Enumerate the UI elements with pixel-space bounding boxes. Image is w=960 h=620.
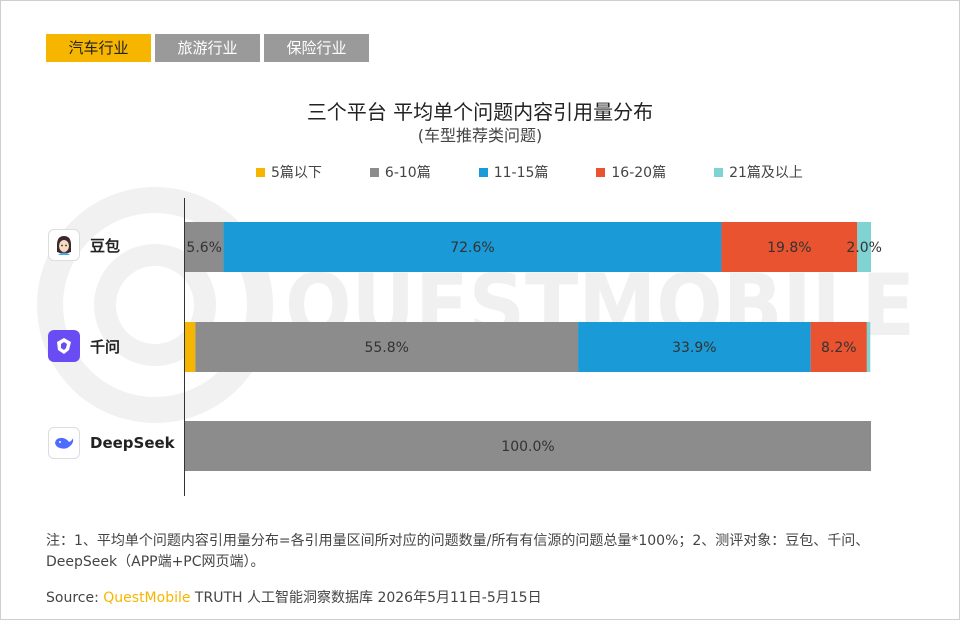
legend-item-6-10: 6-10篇 — [369, 162, 431, 182]
platform-qianwen: 千问 — [48, 330, 120, 362]
bar-segment — [223, 222, 722, 272]
bar-segment — [195, 322, 579, 372]
platform-doubao: 豆包 — [48, 229, 120, 261]
bar-segment — [185, 322, 196, 372]
tab-travel[interactable]: 旅游行业 — [155, 34, 260, 62]
platform-label: 千问 — [90, 337, 121, 356]
data-label: 100.0% — [501, 439, 554, 455]
source-brand: QuestMobile — [103, 590, 191, 606]
legend-item-11-15: 11-15篇 — [478, 162, 549, 182]
legend-label: 21篇及以上 — [729, 165, 803, 181]
source-line: Source: QuestMobile TRUTH 人工智能洞察数据库 2026… — [46, 587, 542, 607]
legend-swatch — [256, 167, 265, 177]
legend-label: 16-20篇 — [611, 165, 667, 181]
platform-label: 豆包 — [90, 236, 121, 255]
tab-auto[interactable]: 汽车行业 — [46, 34, 151, 62]
bar-segment — [857, 222, 871, 272]
platform-label: DeepSeek — [90, 434, 175, 452]
legend-label: 11-15篇 — [493, 165, 549, 181]
bar-segment — [810, 322, 867, 372]
deepseek-logo-icon — [48, 427, 80, 459]
legend-item-under5: 5篇以下 — [256, 162, 322, 182]
data-label: 72.6% — [450, 240, 494, 256]
source-prefix: Source: — [46, 590, 99, 606]
bar-segment — [185, 222, 224, 272]
legend-swatch — [369, 167, 379, 177]
data-label: 19.8% — [767, 240, 811, 256]
legend-item-21plus: 21篇及以上 — [714, 162, 803, 182]
platform-deepseek: DeepSeek — [48, 427, 175, 459]
legend: 5篇以下 6-10篇 11-15篇 16-20篇 21篇及以上 — [256, 162, 803, 182]
bar-segment — [578, 322, 811, 372]
category-axis — [184, 198, 185, 496]
data-label: 2.0% — [846, 240, 882, 256]
data-label: 5.6% — [186, 240, 222, 256]
legend-swatch — [596, 167, 606, 177]
legend-swatch — [714, 167, 724, 177]
footnote: 注：1、平均单个问题内容引用量分布=各引用量区间所对应的问题数量/所有有信源的问… — [46, 533, 870, 570]
industry-tabs: 汽车行业 旅游行业 保险行业 — [46, 34, 369, 62]
qianwen-logo-icon — [48, 330, 80, 362]
legend-label: 6-10篇 — [384, 165, 431, 181]
chart-subtitle: (车型推荐类问题) — [417, 126, 543, 145]
source-rest: TRUTH 人工智能洞察数据库 2026年5月11日-5月15日 — [190, 590, 542, 606]
legend-label: 5篇以下 — [271, 165, 322, 181]
bar-segment — [866, 322, 871, 372]
data-label: 33.9% — [672, 340, 716, 356]
tab-insurance[interactable]: 保险行业 — [264, 34, 369, 62]
bar-segment — [185, 421, 871, 471]
data-label: 55.8% — [364, 340, 408, 356]
data-label: 8.2% — [821, 340, 857, 356]
chart-title: 三个平台 平均单个问题内容引用量分布 — [306, 100, 654, 124]
doubao-logo-icon — [48, 229, 80, 261]
legend-item-16-20: 16-20篇 — [596, 162, 666, 182]
legend-swatch — [478, 167, 488, 177]
bar-segment — [721, 222, 858, 272]
